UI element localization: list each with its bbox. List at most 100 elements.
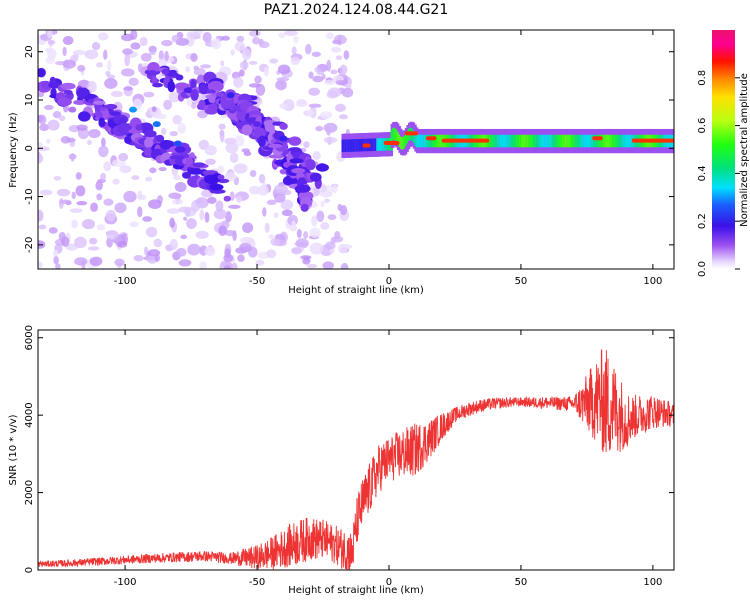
heat-cell [143,246,149,256]
heat-cell [315,125,324,132]
heat-cell [291,220,296,231]
snr-panel: -100 -50 0 50 100 0 2000 4000 6000 Height of str… [8,325,675,596]
heat-cell [110,90,124,98]
heat-cell [63,89,73,95]
band-core [362,143,371,148]
heat-cell [173,175,181,181]
heat-cell [56,188,71,197]
heat-cell [241,48,252,61]
y-tick-label: 0 [24,145,35,151]
heat-spot [173,140,182,147]
heat-cell [53,249,59,257]
heat-cell [205,158,216,165]
heat-cell [39,189,53,196]
heat-cell [320,222,330,230]
heat-cell [139,36,148,47]
heat-cell [330,236,337,245]
heat-cell [284,30,298,36]
heat-spot [279,135,288,142]
heat-cell [204,211,210,223]
heat-cell [264,222,270,234]
y-tick-label: 4000 [24,402,35,427]
heat-spot [253,121,262,128]
heat-cell [224,172,237,182]
heat-cell [281,209,293,217]
heat-cell [77,111,91,122]
heat-cell [112,178,120,185]
heat-cell [230,49,235,56]
heat-cell [103,161,112,172]
heat-cell [107,60,112,72]
heat-cell [98,145,109,158]
heat-cell [224,265,231,269]
heat-cell [38,68,46,78]
heat-cell [200,64,212,69]
heat-cell [124,135,132,144]
heat-cell [89,256,103,267]
heat-cell [185,66,191,73]
heat-cell [274,192,286,203]
heat-cell [38,142,43,147]
heat-cell [202,170,219,176]
heat-cell [258,135,266,148]
heat-cell [65,243,78,251]
heat-cell [111,159,126,168]
heat-cell [118,153,129,162]
heat-cell [234,135,245,147]
heat-cell [258,41,270,49]
heat-cell [218,123,226,130]
heat-cell [326,126,332,136]
x-tick-label: 50 [515,276,528,287]
heat-cell [46,30,53,39]
x-tick-label: -100 [114,276,137,287]
heat-cell [311,51,321,57]
heat-cell [221,35,231,41]
heat-cell [229,152,239,164]
heat-cell [255,259,265,266]
heat-cell [190,102,197,109]
heat-cell [104,78,118,89]
heat-cell [277,64,291,75]
heat-cell [249,169,257,178]
heat-cell [334,230,341,240]
heat-cell [337,243,348,254]
heat-cell [105,70,111,77]
heat-cell [178,259,192,267]
heat-cell [168,208,177,214]
heat-cell [77,64,86,72]
heat-cell [210,38,222,50]
heat-cell [55,263,61,269]
heat-cell [91,42,101,51]
heat-cell [96,224,106,231]
heat-cell [158,166,167,172]
heat-cell [128,77,139,87]
heat-cell [309,227,321,238]
heat-cell [217,174,225,180]
heat-cell [124,54,131,67]
heat-cell [220,60,225,67]
heat-cell [74,236,87,249]
heat-cell [75,172,82,180]
heat-cell [44,104,54,111]
heat-cell [239,242,252,253]
heat-cell [100,172,107,181]
heat-cell [233,163,248,174]
heat-cell [312,187,320,197]
heat-cell [315,163,329,172]
heat-cell [161,127,167,135]
heat-cell [239,60,249,70]
heat-spot [152,121,161,128]
heat-cell [303,109,315,117]
figure-title: PAZ1.2024.124.08.44.G21 [264,2,449,18]
heat-cell [236,195,243,203]
heat-cell [130,42,141,50]
heat-cell [303,231,309,239]
heat-cell [324,79,336,86]
heat-cell [99,107,107,112]
heat-cell [242,222,254,234]
heat-cell [241,124,253,136]
heat-cell [123,86,134,91]
heat-cell [148,199,162,210]
heat-cell [252,37,261,45]
